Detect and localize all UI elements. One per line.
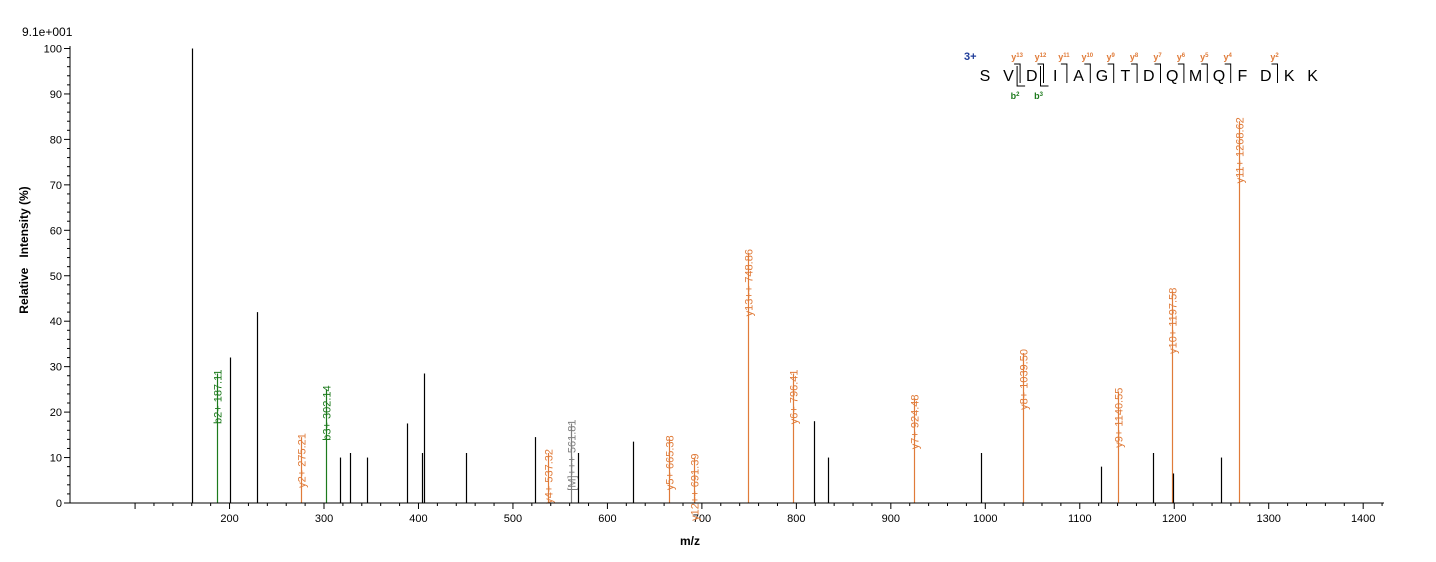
charge-state-label: 3+	[964, 51, 977, 63]
y-fragment-label: y6	[1177, 52, 1186, 62]
y-fragment-bracket	[1037, 63, 1044, 83]
x-tick-labels: 200 300 400 500 600 700 800 900 1000 1100 1200 1300…	[220, 513, 1375, 525]
y-axis-title: Relative Intensity (%)	[17, 186, 31, 313]
y-tick-label: 50	[50, 271, 62, 283]
y-tick-label: 20	[50, 407, 62, 419]
x-tick-label: 1400	[1351, 513, 1375, 525]
y-tick-label: 10	[50, 453, 62, 465]
y-fragment-label: y7	[1153, 52, 1162, 62]
sequence-residue: G	[1096, 68, 1108, 85]
y-fragment-bracket	[1014, 63, 1021, 83]
sequence-residue: K	[1284, 68, 1295, 85]
peak-annotation: b2+ 187.11	[213, 369, 225, 424]
x-tick-label: 700	[693, 513, 711, 525]
sequence-residue: S	[980, 68, 991, 85]
y-fragment-label: y11	[1058, 52, 1070, 62]
sequence-fragment-markers: y13 y12 y11 y10 y9 y8 y7 y6 y5 y4 y2 b2 b3	[1011, 52, 1280, 101]
x-tick-label: 500	[504, 513, 522, 525]
y-fragment-bracket	[1060, 63, 1068, 83]
x-tick-label: 1000	[973, 513, 997, 525]
peak-labels: b2+ 187.11 y2+ 275.21 b3+ 302.14 y4+ 537.32…	[213, 117, 1247, 521]
b-fragment-label: b3	[1034, 91, 1044, 101]
b-fragment-bracket	[1016, 66, 1026, 87]
y-fragment-label: y12	[1035, 52, 1047, 62]
y-tick-label: 80	[50, 134, 62, 146]
sequence-residue: A	[1073, 68, 1084, 85]
y-tick-label: 70	[50, 180, 62, 192]
y-fragment-bracket	[1084, 63, 1091, 83]
y-fragment-bracket	[1224, 63, 1232, 83]
sequence-residue: D	[1260, 68, 1272, 85]
y-tick-label: 90	[50, 89, 62, 101]
x-tick-label: 300	[315, 513, 333, 525]
y-tick-label: 0	[56, 498, 62, 510]
intensity-scale-label: 9.1e+001	[22, 25, 73, 39]
x-tick-label: 1300	[1256, 513, 1280, 525]
peak-annotation: [M]+++ 561.81	[567, 419, 579, 490]
x-tick-label: 900	[882, 513, 900, 525]
y-tick-label: 40	[50, 316, 62, 328]
sequence-residue: F	[1238, 68, 1248, 85]
peak-annotation: y6+ 796.41	[789, 369, 801, 424]
sequence-residue: D	[1143, 68, 1155, 85]
y-tick-label: 30	[50, 362, 62, 374]
axis-ticks	[64, 48, 1383, 509]
x-tick-label: 600	[598, 513, 616, 525]
x-tick-label: 1100	[1068, 513, 1092, 525]
y-tick-labels: 0 10 20 30 40 50 60 70 80 90 100	[44, 44, 62, 511]
peak-annotation: y7+ 924.48	[910, 394, 922, 449]
y-fragment-bracket	[1154, 63, 1161, 83]
b-fragment-bracket	[1040, 66, 1049, 87]
peak-annotation: y2+ 275.21	[297, 433, 309, 488]
x-tick-label: 200	[220, 513, 238, 525]
y-fragment-bracket	[1177, 63, 1185, 83]
peak-annotation: y9+ 1140.55	[1114, 388, 1126, 448]
sequence-residue: Q	[1166, 68, 1178, 85]
peak-annotation: y13++ 748.86	[744, 249, 756, 316]
y-fragment-label: y8	[1130, 52, 1139, 62]
sequence-residue: D	[1026, 68, 1038, 85]
spectrum-peaks	[191, 48, 1241, 503]
peak-annotation: y5+ 665.38	[665, 435, 677, 490]
sequence-residue: V	[1003, 68, 1014, 85]
y-fragment-label: y10	[1081, 52, 1093, 62]
peak-annotation: y11+ 1268.62	[1235, 117, 1247, 183]
sequence-residue: K	[1307, 68, 1318, 85]
y-tick-label: 100	[44, 44, 62, 56]
peak-annotation: y12++ 691.39	[690, 454, 702, 521]
peak-annotation: b3+ 302.14	[322, 385, 334, 440]
x-tick-label: 400	[409, 513, 427, 525]
peak-annotation: y4+ 537.32	[544, 449, 556, 504]
sequence-residue: I	[1053, 68, 1057, 85]
y-fragment-label: y5	[1200, 52, 1209, 62]
sequence-residue: M	[1189, 68, 1202, 85]
y-fragment-bracket	[1201, 63, 1208, 83]
x-tick-label: 800	[787, 513, 805, 525]
y-fragment-bracket	[1271, 63, 1278, 83]
peak-annotation: y8+ 1039.50	[1019, 349, 1031, 410]
y-tick-label: 60	[50, 225, 62, 237]
x-tick-label: 1200	[1162, 513, 1186, 525]
b-fragment-label: b2	[1011, 91, 1021, 101]
x-axis-title: m/z	[680, 534, 700, 548]
y-fragment-label: y4	[1224, 52, 1233, 62]
y-fragment-bracket	[1107, 63, 1115, 83]
y-fragment-bracket	[1131, 63, 1138, 83]
peak-annotation: y10+ 1197.58	[1168, 288, 1180, 354]
y-fragment-label: y13	[1011, 52, 1023, 62]
sequence-residue: Q	[1213, 68, 1225, 85]
sequence-residue: T	[1121, 68, 1131, 85]
y-fragment-label: y9	[1107, 52, 1116, 62]
y-fragment-label: y2	[1270, 52, 1279, 62]
